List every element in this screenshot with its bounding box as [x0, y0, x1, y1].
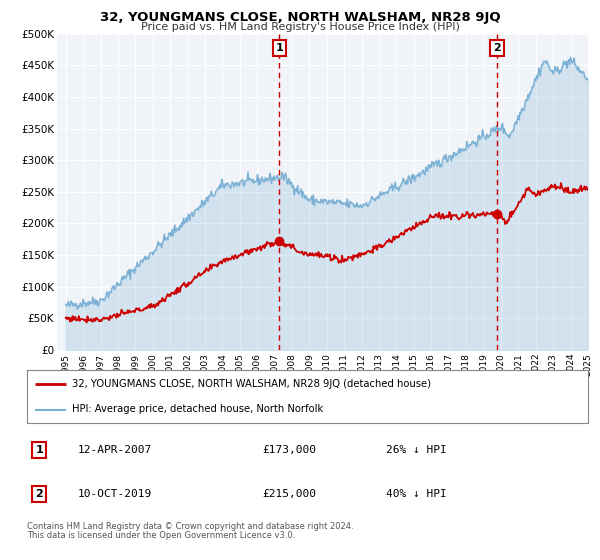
Text: £173,000: £173,000	[263, 445, 317, 455]
Text: 40% ↓ HPI: 40% ↓ HPI	[386, 489, 447, 499]
Text: 32, YOUNGMANS CLOSE, NORTH WALSHAM, NR28 9JQ: 32, YOUNGMANS CLOSE, NORTH WALSHAM, NR28…	[100, 11, 500, 24]
Text: 12-APR-2007: 12-APR-2007	[77, 445, 152, 455]
Text: 2: 2	[35, 489, 43, 499]
Text: 1: 1	[275, 43, 283, 53]
Text: Contains HM Land Registry data © Crown copyright and database right 2024.: Contains HM Land Registry data © Crown c…	[27, 522, 353, 531]
Text: 32, YOUNGMANS CLOSE, NORTH WALSHAM, NR28 9JQ (detached house): 32, YOUNGMANS CLOSE, NORTH WALSHAM, NR28…	[72, 380, 431, 390]
Text: £215,000: £215,000	[263, 489, 317, 499]
Text: 26% ↓ HPI: 26% ↓ HPI	[386, 445, 447, 455]
Text: This data is licensed under the Open Government Licence v3.0.: This data is licensed under the Open Gov…	[27, 531, 295, 540]
Text: 2: 2	[493, 43, 501, 53]
Text: Price paid vs. HM Land Registry's House Price Index (HPI): Price paid vs. HM Land Registry's House …	[140, 22, 460, 32]
Text: 10-OCT-2019: 10-OCT-2019	[77, 489, 152, 499]
Text: HPI: Average price, detached house, North Norfolk: HPI: Average price, detached house, Nort…	[72, 404, 323, 414]
Text: 1: 1	[35, 445, 43, 455]
